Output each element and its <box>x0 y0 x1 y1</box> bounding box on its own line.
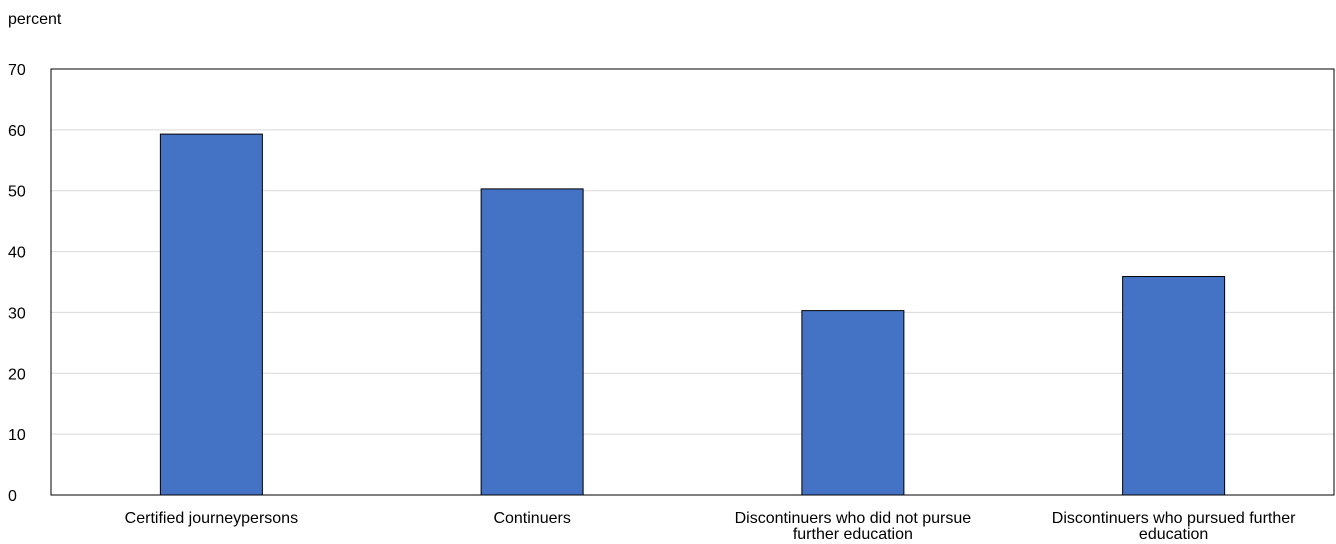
bar <box>801 310 905 496</box>
x-tick-label: education <box>1139 526 1208 543</box>
gridlines <box>51 129 1334 435</box>
y-tick-label: 10 <box>8 427 26 444</box>
y-axis-label: percent <box>8 11 62 28</box>
bar <box>159 133 263 496</box>
x-axis-labels: Certified journeypersons Continuers Discon… <box>125 510 1296 543</box>
bars <box>159 133 1226 496</box>
bar <box>480 188 584 496</box>
x-tick-label: Certified journeypersons <box>125 510 298 527</box>
y-tick-label: 50 <box>8 184 26 201</box>
y-tick-label: 0 <box>8 488 17 505</box>
plot-frame <box>50 68 1335 496</box>
y-axis-ticks: 0 10 20 30 40 50 60 70 <box>8 62 26 505</box>
y-tick-label: 20 <box>8 366 26 383</box>
axes <box>50 68 1335 496</box>
x-tick-label: Continuers <box>493 510 570 527</box>
x-tick-label: Discontinuers who pursued further <box>1052 510 1296 527</box>
bar <box>1122 276 1226 496</box>
y-tick-label: 70 <box>8 62 26 79</box>
x-tick-label: further education <box>793 526 913 543</box>
x-tick-label: Discontinuers who did not pursue <box>735 510 972 527</box>
y-tick-label: 60 <box>8 123 26 140</box>
y-tick-label: 40 <box>8 245 26 262</box>
y-tick-label: 30 <box>8 305 26 322</box>
